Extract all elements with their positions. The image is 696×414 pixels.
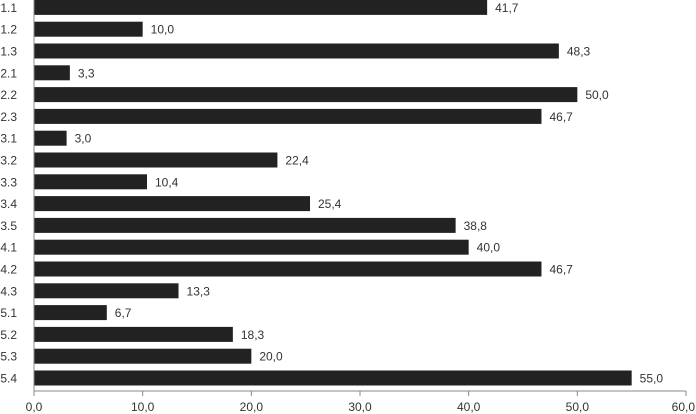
value-label-3.4: 25,4 [318, 197, 342, 211]
bar-4.2 [34, 261, 542, 277]
x-tick-label: 0,0 [26, 400, 43, 414]
x-tick-label: 50,0 [566, 400, 590, 414]
bar-2.2 [34, 87, 578, 103]
category-label-2.1: 2.1 [0, 66, 17, 80]
value-label-3.1: 3,0 [75, 132, 92, 146]
value-label-3.2: 22,4 [285, 154, 309, 168]
x-tick-label: 10,0 [131, 400, 155, 414]
value-label-5.4: 55,0 [640, 372, 664, 386]
category-label-3.4: 3.4 [0, 197, 17, 211]
category-labels: 1.1 1.2 1.3 2.1 2.2 2.3 3.1 3.2 3.3 3.4 3.5 4.1 4.2 4… [0, 1, 17, 386]
bar-5.2 [34, 326, 233, 342]
category-label-5.2: 5.2 [0, 328, 17, 342]
value-label-3.3: 10,4 [155, 175, 179, 189]
value-label-2.1: 3,3 [78, 66, 95, 80]
value-label-5.3: 20,0 [259, 350, 283, 364]
bar-5.4 [34, 370, 632, 386]
value-label-1.1: 41,7 [495, 1, 519, 15]
bar-3.2 [34, 152, 278, 168]
axes-group [33, 0, 687, 396]
x-tick-label: 40,0 [457, 400, 481, 414]
category-label-1.2: 1.2 [0, 23, 17, 37]
category-label-3.2: 3.2 [0, 154, 17, 168]
bars-group [34, 0, 632, 386]
bar-1.3 [34, 43, 559, 59]
bar-1.1 [34, 0, 488, 15]
bar-2.3 [34, 108, 542, 124]
value-label-1.2: 10,0 [151, 23, 175, 37]
x-tick-label: 60,0 [672, 400, 696, 414]
bar-1.2 [34, 21, 143, 37]
category-label-3.3: 3.3 [0, 175, 17, 189]
category-label-1.3: 1.3 [0, 45, 17, 59]
category-label-4.1: 4.1 [0, 241, 17, 255]
bar-2.1 [34, 65, 70, 81]
category-label-5.4: 5.4 [0, 372, 17, 386]
category-label-2.2: 2.2 [0, 88, 17, 102]
value-label-1.3: 48,3 [567, 45, 591, 59]
category-label-4.3: 4.3 [0, 284, 17, 298]
x-tick-label: 30,0 [348, 400, 372, 414]
value-label-3.5: 38,8 [464, 219, 488, 233]
bar-3.3 [34, 174, 148, 190]
category-label-5.1: 5.1 [0, 306, 17, 320]
bar-3.1 [34, 130, 67, 146]
bar-5.1 [34, 305, 107, 321]
value-label-5.1: 6,7 [115, 306, 132, 320]
category-label-3.5: 3.5 [0, 219, 17, 233]
x-tick-label: 20,0 [240, 400, 264, 414]
category-label-4.2: 4.2 [0, 263, 17, 277]
category-label-2.3: 2.3 [0, 110, 17, 124]
bar-3.5 [34, 217, 456, 233]
x-tick-labels: 0,0 10,0 20,0 30,0 40,0 50,0 60,0 [26, 400, 696, 414]
value-label-4.2: 46,7 [549, 263, 573, 277]
value-label-4.1: 40,0 [477, 241, 501, 255]
value-label-2.3: 46,7 [549, 110, 573, 124]
bar-3.4 [34, 196, 311, 212]
value-labels: 41,7 10,0 48,3 3,3 50,0 46,7 3,0 22,4 10,4 25,4 38… [75, 1, 664, 386]
category-label-3.1: 3.1 [0, 132, 17, 146]
category-label-5.3: 5.3 [0, 350, 17, 364]
value-label-5.2: 18,3 [241, 328, 265, 342]
category-label-1.1: 1.1 [0, 1, 17, 15]
value-label-2.2: 50,0 [585, 88, 609, 102]
value-label-4.3: 13,3 [187, 284, 211, 298]
bar-4.3 [34, 283, 179, 299]
bar-4.1 [34, 239, 469, 255]
bar-5.3 [34, 348, 252, 364]
